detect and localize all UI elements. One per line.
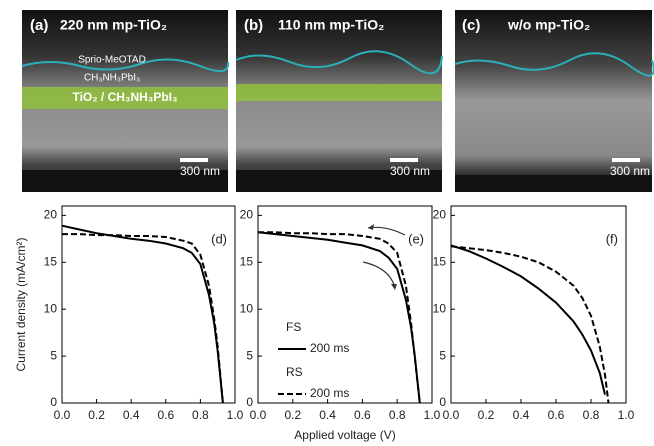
jv-curve (450, 244, 606, 395)
panel-label: (c) (462, 17, 480, 34)
sem-image: (a) 220 nm mp-TiO₂ Sprio-MeOTAD CH₃NH₃Pb… (21, 10, 230, 192)
x-tick-label: 0.8 (192, 408, 209, 422)
x-tick-label: 0.4 (319, 408, 336, 422)
panel-label: (a) (30, 17, 48, 34)
legend-label: RS (286, 365, 303, 379)
x-tick-label: 0.2 (478, 408, 495, 422)
x-tick-label: 1.0 (618, 408, 635, 422)
y-tick-label: 0 (439, 395, 446, 409)
panel-label: (f) (606, 231, 618, 246)
y-tick-label: 0 (50, 395, 57, 409)
jv-curve (61, 224, 224, 404)
layer-label: TiO₂ / CH₃NH₃PbI₃ (72, 90, 177, 104)
jv-curve (257, 231, 421, 404)
panel-label: (e) (408, 231, 424, 246)
layer-label: CH₃NH₃PbI₃ (84, 73, 140, 84)
y-tick-label: 5 (439, 348, 446, 362)
x-tick-label: 0.0 (250, 408, 267, 422)
arrow (362, 261, 396, 289)
y-tick-label: 0 (246, 395, 253, 409)
x-tick-label: 1.0 (227, 408, 244, 422)
plot-frame (450, 205, 627, 404)
x-tick-label: 0.4 (123, 408, 140, 422)
x-tick-label: 0.8 (583, 408, 600, 422)
jv-curve (62, 233, 224, 404)
jv-curve (258, 231, 421, 404)
arrow-head (368, 224, 374, 230)
x-tick-label: 0.4 (513, 408, 530, 422)
x-tick-label: 0.8 (389, 408, 406, 422)
plot-frame (257, 205, 433, 404)
x-tick-label: 0.6 (548, 408, 565, 422)
legend-label: FS (286, 320, 301, 334)
y-axis-label: Current density (mA/cm²) (14, 237, 28, 371)
y-tick-label: 10 (44, 301, 58, 315)
scale-bar-label: 300 nm (610, 164, 650, 178)
x-tick-label: 0.2 (284, 408, 301, 422)
x-tick-label: 0.6 (354, 408, 371, 422)
jv-curve (450, 245, 610, 404)
image-title: w/o mp-TiO₂ (507, 17, 590, 33)
scale-bar-label: 300 nm (180, 164, 220, 178)
y-tick-label: 15 (44, 254, 58, 268)
y-tick-label: 20 (240, 208, 254, 222)
x-tick-label: 0.0 (54, 408, 71, 422)
y-tick-label: 20 (433, 208, 447, 222)
y-tick-label: 15 (240, 254, 254, 268)
y-tick-label: 5 (50, 348, 57, 362)
panel-label: (d) (211, 231, 227, 246)
scale-bar-label: 300 nm (390, 164, 430, 178)
x-tick-label: 1.0 (424, 408, 441, 422)
panel-label: (b) (244, 17, 263, 34)
legend-note: 200 ms (310, 341, 349, 355)
arrow (367, 226, 406, 236)
image-title: 110 nm mp-TiO₂ (278, 17, 384, 33)
x-axis-label: Applied voltage (V) (294, 428, 395, 442)
image-title: 220 nm mp-TiO₂ (60, 17, 167, 33)
arrow-head (391, 284, 397, 290)
sem-image: (c) w/o mp-TiO₂ 300 nm (454, 10, 654, 192)
layer-label: Sprio-MeOTAD (78, 55, 146, 66)
sem-image: (b) 110 nm mp-TiO₂ 300 nm (235, 10, 443, 192)
plot-frame (61, 205, 236, 404)
legend-note: 200 ms (310, 386, 349, 400)
y-tick-label: 10 (433, 301, 447, 315)
y-tick-label: 20 (44, 208, 58, 222)
y-tick-label: 5 (246, 348, 253, 362)
y-tick-label: 10 (240, 301, 254, 315)
x-tick-label: 0.0 (443, 408, 460, 422)
x-tick-label: 0.6 (157, 408, 174, 422)
y-tick-label: 15 (433, 254, 447, 268)
x-tick-label: 0.2 (88, 408, 105, 422)
